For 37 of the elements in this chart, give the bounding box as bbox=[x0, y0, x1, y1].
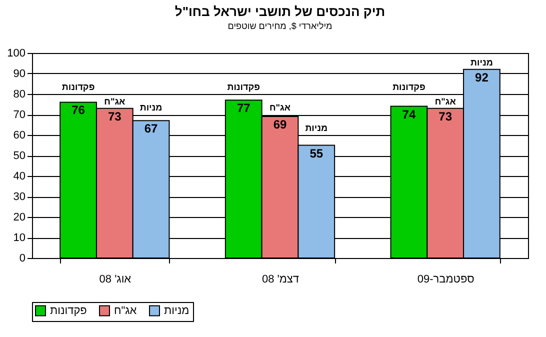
data-label: 92 bbox=[475, 70, 489, 84]
chart-title: תיק הנכסים של תושבי ישראל בחו"ל bbox=[174, 4, 386, 19]
legend-label: מניות bbox=[164, 304, 190, 317]
data-label: 77 bbox=[236, 101, 251, 116]
text: אג"ח bbox=[269, 102, 291, 112]
y-tick-label: 40 bbox=[13, 170, 26, 182]
y-tick-label: 100 bbox=[7, 48, 26, 60]
chart-subtitle: מיליארדי $, מחירים שוטפים bbox=[228, 21, 332, 31]
y-tick-label: 70 bbox=[13, 109, 26, 121]
text: פקדונות bbox=[392, 82, 426, 92]
legend-label: פקדונות bbox=[50, 304, 88, 317]
data-label: 74 bbox=[402, 107, 416, 122]
data-label: 69 bbox=[273, 118, 287, 132]
y-tick-label: 0 bbox=[19, 252, 26, 264]
text: אג"ח bbox=[104, 96, 126, 106]
x-tick-label: דצמ' 08 bbox=[262, 274, 300, 286]
y-tick-label: 90 bbox=[13, 68, 26, 80]
y-tick-label: 30 bbox=[13, 191, 26, 203]
data-label: 76 bbox=[72, 103, 86, 118]
data-label: 73 bbox=[108, 109, 122, 124]
y-tick-label: 60 bbox=[13, 130, 26, 142]
x-tick-label: ספטמבר-09 bbox=[417, 274, 474, 286]
y-tick-label: 50 bbox=[13, 150, 26, 162]
text: מניות bbox=[470, 57, 493, 68]
data-label: 73 bbox=[438, 109, 452, 124]
y-tick-label: 80 bbox=[13, 88, 26, 100]
legend-label: אג"ח bbox=[114, 304, 137, 317]
x-tick-label: אוג' 08 bbox=[99, 274, 132, 286]
text: פקדונות bbox=[227, 82, 260, 92]
y-tick-label: 10 bbox=[13, 232, 26, 244]
text: מניות bbox=[140, 102, 162, 112]
text: מניות bbox=[305, 123, 328, 133]
text: פקדונות bbox=[62, 82, 95, 92]
y-tick-label: 20 bbox=[13, 212, 26, 224]
data-label: 55 bbox=[310, 146, 324, 160]
data-label: 67 bbox=[144, 122, 158, 136]
text: אג"ח bbox=[434, 96, 456, 106]
